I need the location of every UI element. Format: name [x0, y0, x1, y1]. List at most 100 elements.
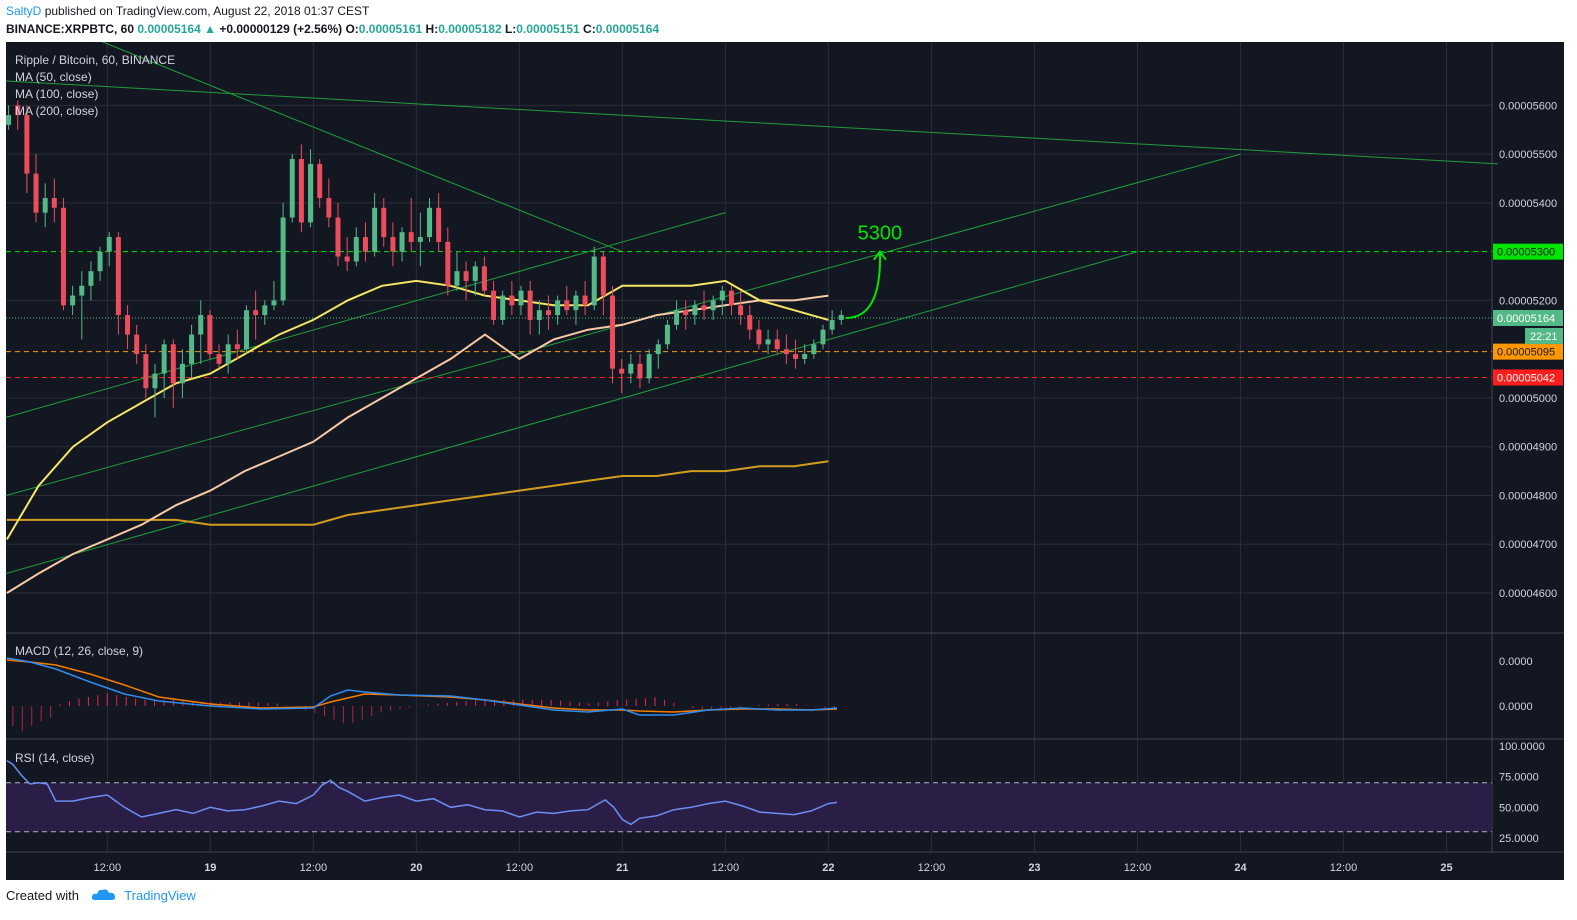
- time-tick-label: 24: [1234, 862, 1247, 874]
- candle-body: [472, 266, 478, 281]
- target-arrow: [845, 250, 887, 319]
- candle-body: [6, 115, 12, 125]
- rsi-tick-label: 25.0000: [1499, 833, 1539, 845]
- candlesticks: [6, 100, 844, 418]
- candle-body: [454, 271, 460, 286]
- candle-body: [390, 237, 396, 252]
- candle-body: [481, 266, 487, 291]
- candle-body: [317, 163, 323, 199]
- candle-body: [344, 256, 350, 262]
- candle-body: [518, 290, 524, 306]
- horizontal-levels: [6, 251, 1492, 378]
- ma100-line: [6, 294, 829, 594]
- trendlines: [5, 2, 1499, 574]
- candle-body: [207, 315, 213, 355]
- price-tag-bg: [1493, 243, 1563, 260]
- candle-body: [225, 344, 231, 364]
- legend-ma100: MA (100, close): [15, 87, 98, 101]
- rsi-band: [6, 782, 1492, 832]
- candle-body: [234, 344, 240, 350]
- candle-body: [216, 354, 222, 364]
- candle-body: [802, 354, 808, 359]
- candle-body: [97, 251, 103, 272]
- time-tick-label: 12:00: [1124, 862, 1152, 874]
- time-tick-label: 25: [1440, 862, 1452, 874]
- candle-body: [545, 310, 551, 316]
- high-value: 0.00005182: [438, 22, 502, 36]
- candle-body: [637, 363, 643, 379]
- candle-body: [564, 300, 570, 311]
- candle-body: [115, 237, 121, 316]
- author-link[interactable]: SaltyD: [6, 4, 42, 18]
- candle-body: [15, 105, 21, 116]
- chart-svg[interactable]: 0.00005600 0.00005500 0.00005400 0.00005200…: [5, 2, 1564, 880]
- candle-body: [106, 237, 112, 252]
- candle-body: [738, 305, 744, 316]
- candle-body: [674, 310, 680, 325]
- candle-body: [838, 315, 844, 320]
- candle-body: [170, 344, 176, 384]
- price-tag-label: 0.00005095: [1497, 347, 1555, 359]
- candle-body: [134, 334, 140, 355]
- candle-body: [527, 290, 533, 320]
- legend-macd: MACD (12, 26, close, 9): [15, 644, 143, 658]
- candle-body: [463, 271, 469, 281]
- price-tag-bg: [1493, 369, 1563, 386]
- candle-body: [152, 373, 158, 389]
- legend: Ripple / Bitcoin, 60, BINANCE MA (50, cl…: [15, 53, 175, 765]
- open-value: 0.00005161: [358, 22, 423, 36]
- time-tick-label: 21: [616, 862, 628, 874]
- candle-body: [765, 339, 771, 345]
- moving-averages: [6, 279, 829, 594]
- last-price: 0.00005164: [137, 22, 201, 36]
- candle-body: [509, 295, 515, 306]
- high-label: H:: [425, 22, 439, 36]
- candle-body: [701, 305, 707, 311]
- candle-body: [253, 310, 259, 316]
- time-tick-label: 12:00: [300, 862, 328, 874]
- change-value: +0.00000129 (+2.56%): [219, 22, 343, 36]
- candle-body: [372, 207, 378, 252]
- time-tick-label: 23: [1028, 862, 1040, 874]
- target-arrow-shaft: [845, 251, 881, 319]
- price-axis[interactable]: 0.00005600 0.00005500 0.00005400 0.00005200…: [1493, 100, 1563, 845]
- candle-body: [500, 295, 506, 320]
- price-tick-label: 0.00005000: [1499, 393, 1557, 405]
- candle-body: [829, 319, 835, 330]
- candle-body: [326, 198, 332, 218]
- candle-body: [280, 217, 286, 301]
- candle-body: [610, 295, 616, 369]
- time-axis[interactable]: 12:00 19 12:00 20 12:00 21 12:00 22 12:00 23 12:00…: [94, 862, 1453, 874]
- price-tick-label: 0.00004600: [1499, 588, 1557, 600]
- candle-body: [783, 349, 789, 355]
- price-tick-label: 0.00005600: [1499, 100, 1557, 112]
- candle-body: [692, 305, 698, 316]
- tradingview-link[interactable]: TradingView: [124, 888, 196, 903]
- candle-body: [179, 363, 185, 384]
- candle-body: [646, 354, 652, 379]
- trendline: [5, 251, 1138, 574]
- candle-body: [774, 339, 780, 350]
- low-label: L:: [504, 22, 517, 36]
- candle-body: [728, 290, 734, 306]
- candle-body: [664, 324, 670, 345]
- price-tick-label: 0.00005500: [1499, 149, 1557, 161]
- candle-body: [399, 232, 405, 252]
- countdown-label: 22:21: [1530, 331, 1558, 343]
- legend-ma50: MA (50, close): [15, 70, 92, 84]
- price-tag-label: 0.00005300: [1497, 247, 1555, 259]
- candle-body: [161, 344, 167, 374]
- chart-area[interactable]: 0.00005600 0.00005500 0.00005400 0.00005200…: [5, 2, 1564, 880]
- candle-body: [793, 354, 799, 359]
- candle-body: [88, 271, 94, 286]
- candle-body: [536, 310, 542, 320]
- legend-ma200: MA (200, close): [15, 104, 98, 118]
- time-tick-label: 20: [410, 862, 422, 874]
- open-label: O:: [345, 22, 359, 36]
- price-tag-label: 0.00005164: [1497, 313, 1555, 325]
- macd-line: [6, 657, 838, 716]
- created-with-label: Created with: [6, 888, 79, 903]
- published-text: published on TradingView.com, August 22,…: [44, 4, 370, 18]
- rsi-tick-label: 75.0000: [1499, 772, 1539, 784]
- candle-body: [70, 295, 76, 306]
